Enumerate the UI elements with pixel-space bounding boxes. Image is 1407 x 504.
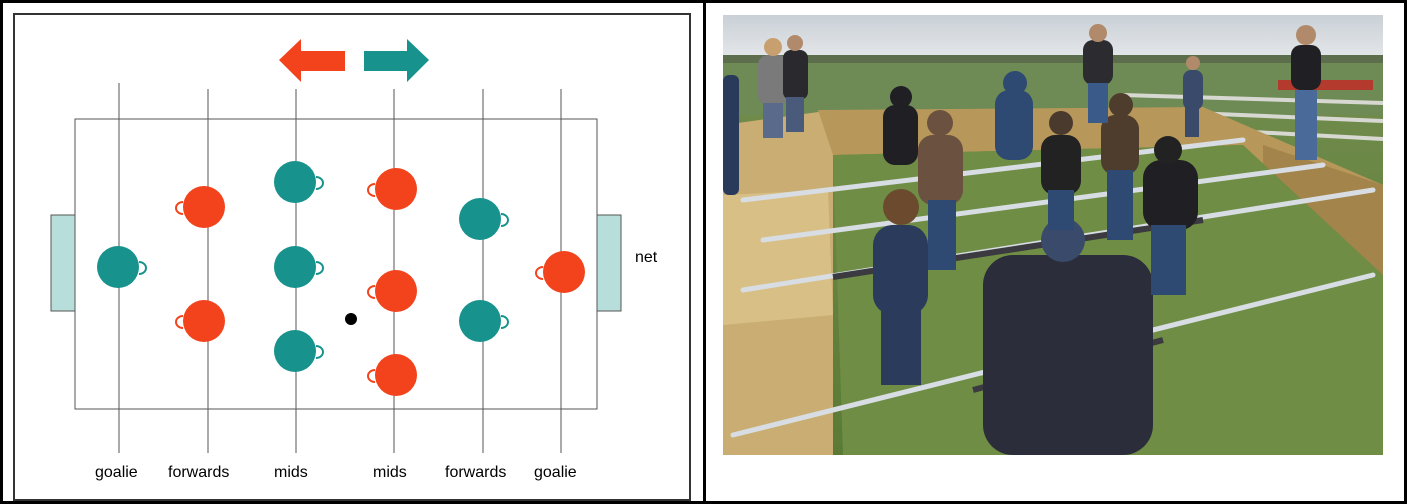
right-arrow-icon: [364, 39, 429, 82]
field-boundary: [74, 118, 598, 410]
column-label-forwards-right: forwards: [445, 464, 506, 481]
net-label: net: [635, 249, 658, 266]
column-label-goalie-right: goalie: [534, 464, 577, 481]
column-label-forwards-left: forwards: [168, 464, 229, 481]
player-teal-mid-2: [274, 246, 324, 288]
column-label-goalie-left: goalie: [95, 464, 138, 481]
player-orange-goalie: [535, 251, 585, 293]
foosball-diagram-panel: net goalie forwards mids mids forwards g…: [13, 13, 691, 501]
teal-team: [97, 161, 509, 372]
left-arrow-icon: [279, 39, 345, 82]
players-in-photo: [723, 24, 1321, 455]
rods: [118, 83, 562, 453]
player-orange-mid-3: [367, 354, 417, 396]
right-goal: [596, 214, 622, 312]
column-label-mids-left: mids: [274, 464, 308, 481]
human-foosball-photo: [723, 15, 1383, 455]
player-teal-mid-1: [274, 161, 324, 203]
player-orange-forward-1: [175, 186, 225, 228]
player-orange-forward-2: [175, 300, 225, 342]
panel-divider: [703, 3, 706, 501]
player-teal-forward-2: [459, 300, 509, 342]
ball: [345, 313, 357, 325]
player-teal-forward-1: [459, 198, 509, 240]
player-orange-mid-2: [367, 270, 417, 312]
orange-team: [175, 168, 585, 396]
foosball-diagram: net goalie forwards mids mids forwards g…: [50, 39, 658, 481]
player-teal-goalie: [97, 246, 147, 288]
column-label-mids-right: mids: [373, 464, 407, 481]
human-foosball-field-photo-icon: [723, 15, 1383, 455]
player-teal-mid-3: [274, 330, 324, 372]
player-orange-mid-1: [367, 168, 417, 210]
left-goal: [50, 214, 76, 312]
